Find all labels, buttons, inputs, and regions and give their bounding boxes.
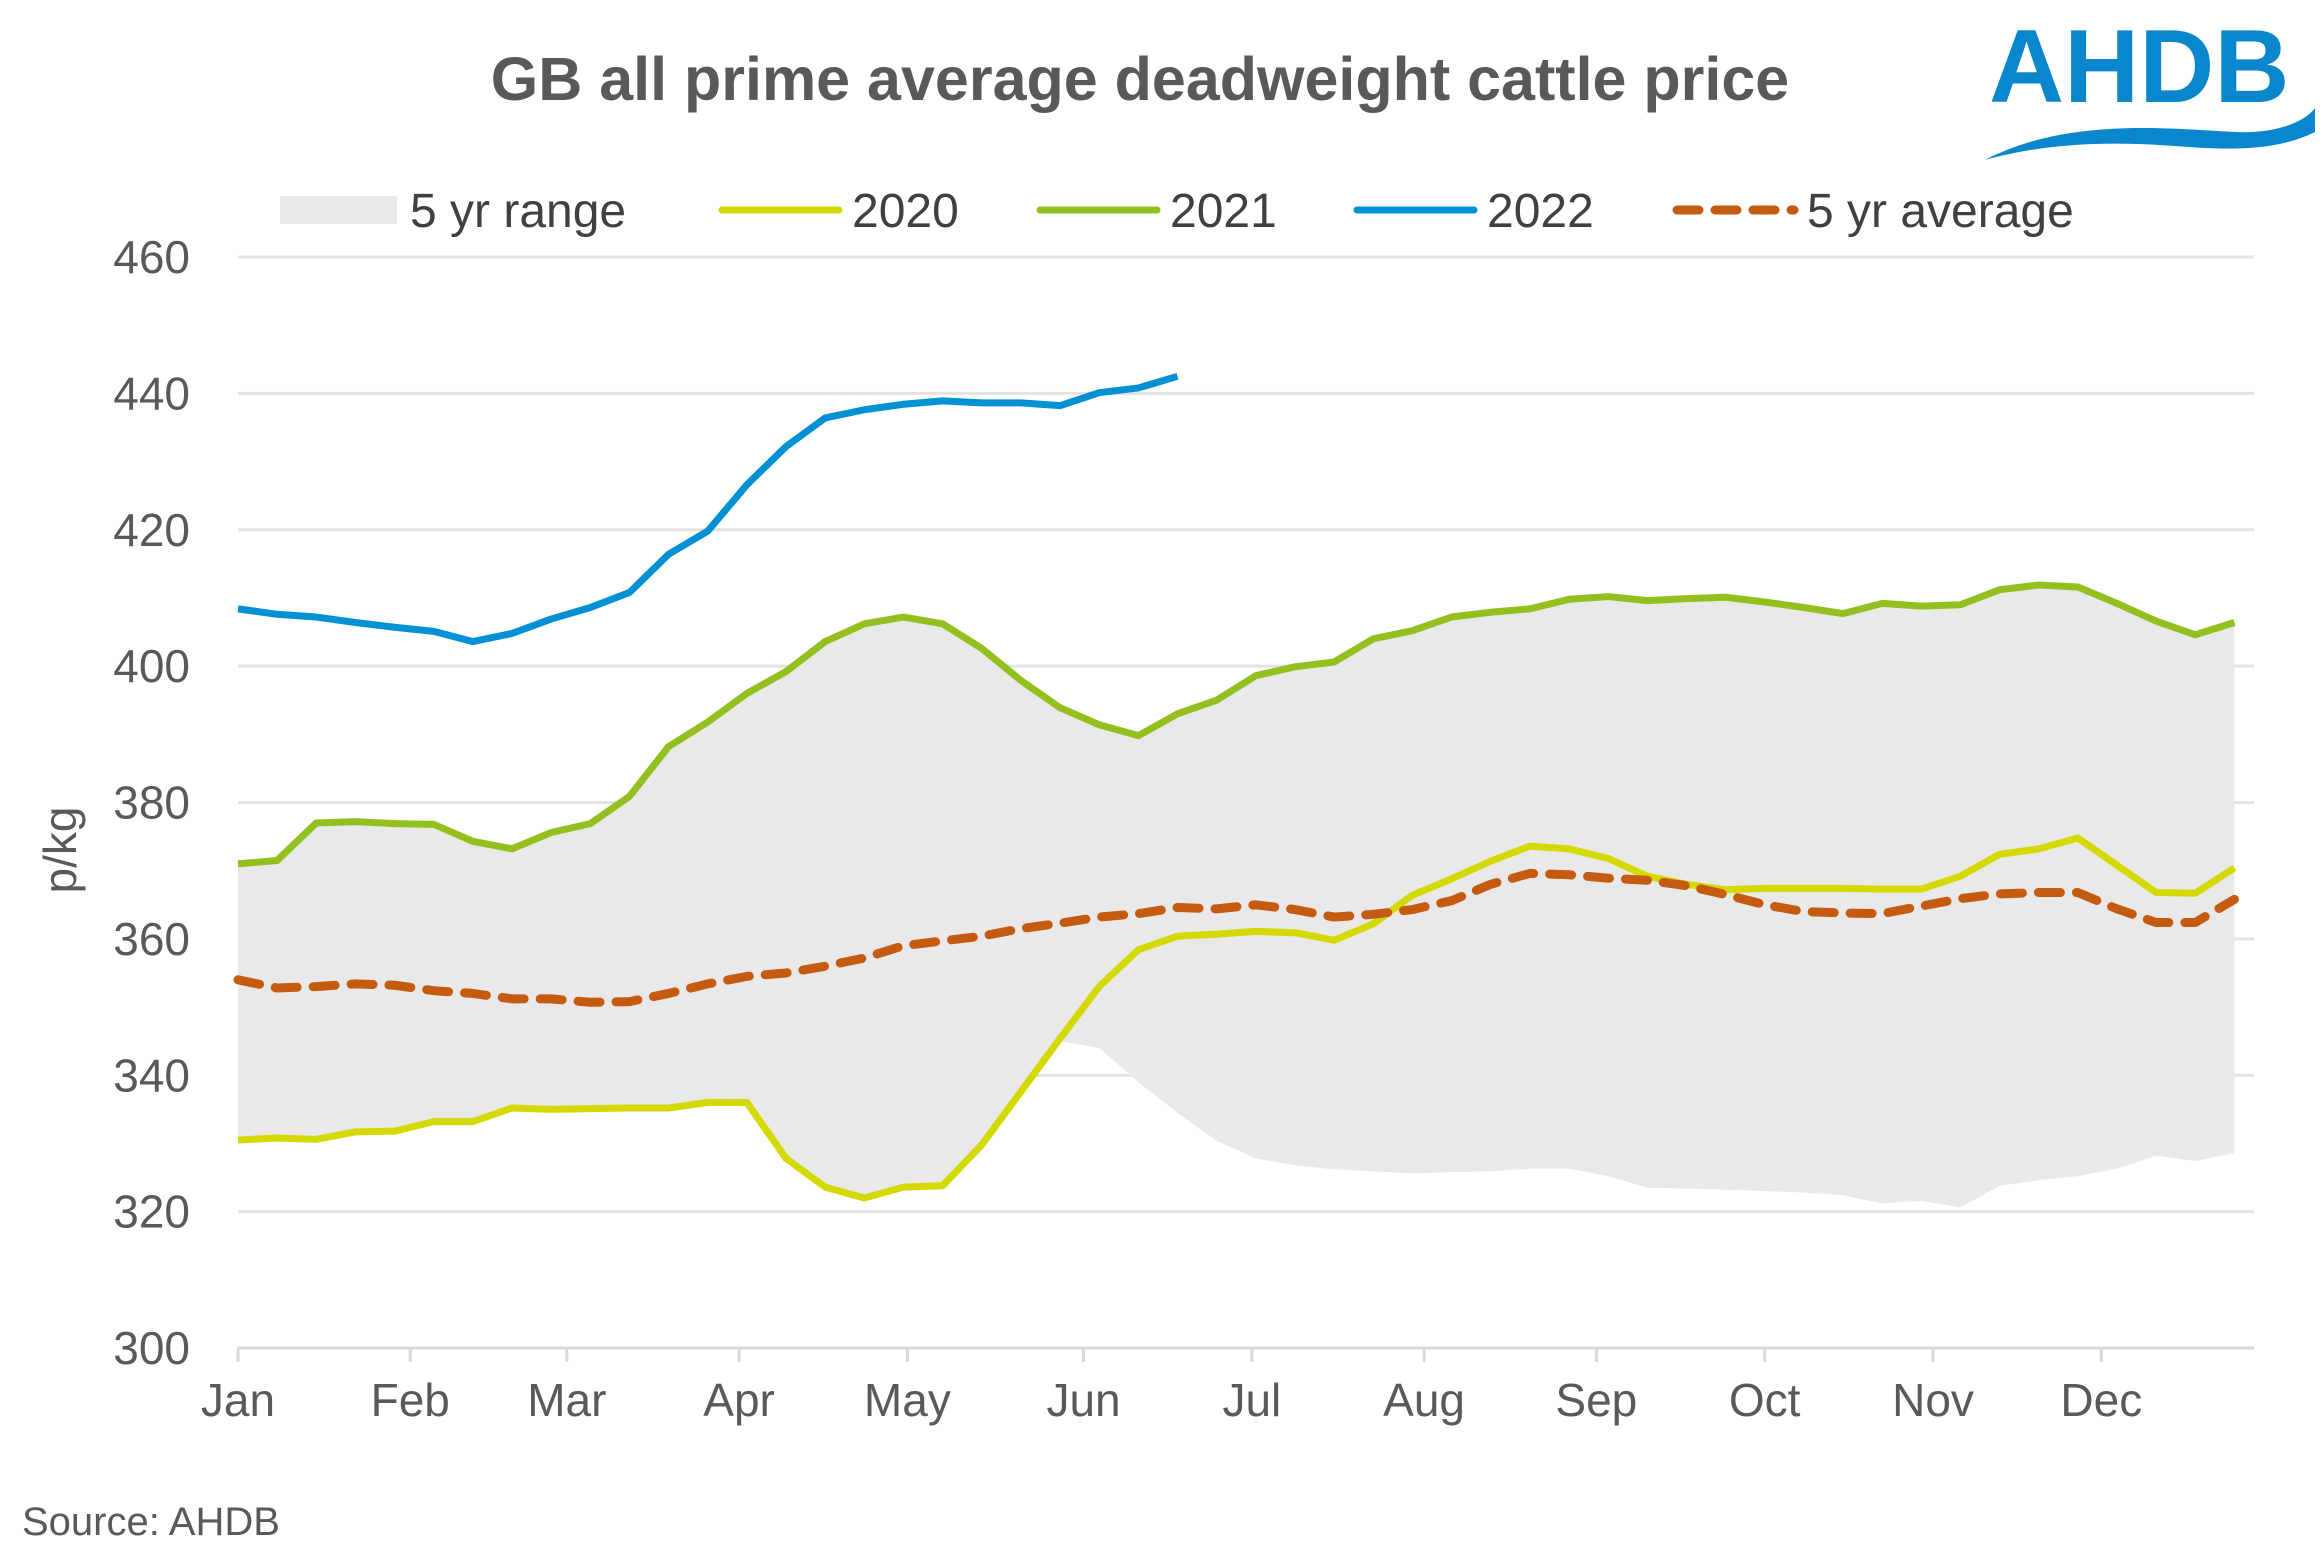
logo-text: AHDB	[1989, 10, 2289, 125]
y-tick-label: 380	[113, 777, 190, 829]
source-note: Source: AHDB	[22, 1500, 280, 1544]
y-tick-label: 460	[113, 231, 190, 283]
y-axis-label: p/kg	[34, 807, 86, 894]
x-tick-label: May	[864, 1374, 951, 1426]
legend-label: 2020	[852, 185, 959, 238]
x-tick-label: Jan	[201, 1374, 275, 1426]
y-tick-label: 340	[113, 1049, 190, 1101]
y-tick-label: 320	[113, 1186, 190, 1238]
y-tick-label: 300	[113, 1322, 190, 1374]
x-tick-label: Feb	[371, 1374, 450, 1426]
range-area	[238, 584, 2235, 1208]
legend: 5 yr range 2020 2021 2022 5 yr average	[280, 185, 2074, 238]
x-tick-label: Apr	[703, 1374, 775, 1426]
x-tick-label: Jul	[1222, 1374, 1281, 1426]
x-tick-label: Nov	[1892, 1374, 1974, 1426]
series-line-5-yr-average	[233, 868, 2239, 1007]
series-lines	[233, 372, 2239, 1202]
x-tick-label: Mar	[527, 1374, 606, 1426]
x-tick-label: Sep	[1555, 1374, 1637, 1426]
x-tick-label: Aug	[1383, 1374, 1465, 1426]
legend-label: 5 yr average	[1807, 185, 2074, 238]
x-tick-label: Dec	[2060, 1374, 2142, 1426]
y-tick-label: 440	[113, 367, 190, 419]
x-tick-label: Oct	[1729, 1374, 1801, 1426]
axes: 300 320 340 360 380 400 420 440 460 Jan Feb Mar Apr M…	[113, 231, 2254, 1426]
legend-swatch-range	[280, 196, 397, 224]
series-line-2021	[237, 581, 2236, 868]
series-line-2022	[237, 372, 1179, 646]
range-area-shape	[238, 584, 2235, 1208]
legend-label: 2022	[1487, 185, 1594, 238]
y-tick-label: 400	[113, 640, 190, 692]
x-tick-label: Jun	[1046, 1374, 1120, 1426]
y-tick-label: 360	[113, 913, 190, 965]
legend-label: 5 yr range	[410, 185, 626, 238]
ahdb-logo: AHDB	[1985, 10, 2315, 160]
series-line-2020	[237, 834, 2237, 1202]
chart-title: GB all prime average deadweight cattle p…	[490, 45, 1790, 113]
y-tick-label: 420	[113, 504, 190, 556]
logo-wave-icon	[1985, 108, 2315, 160]
legend-label: 2021	[1170, 185, 1277, 238]
